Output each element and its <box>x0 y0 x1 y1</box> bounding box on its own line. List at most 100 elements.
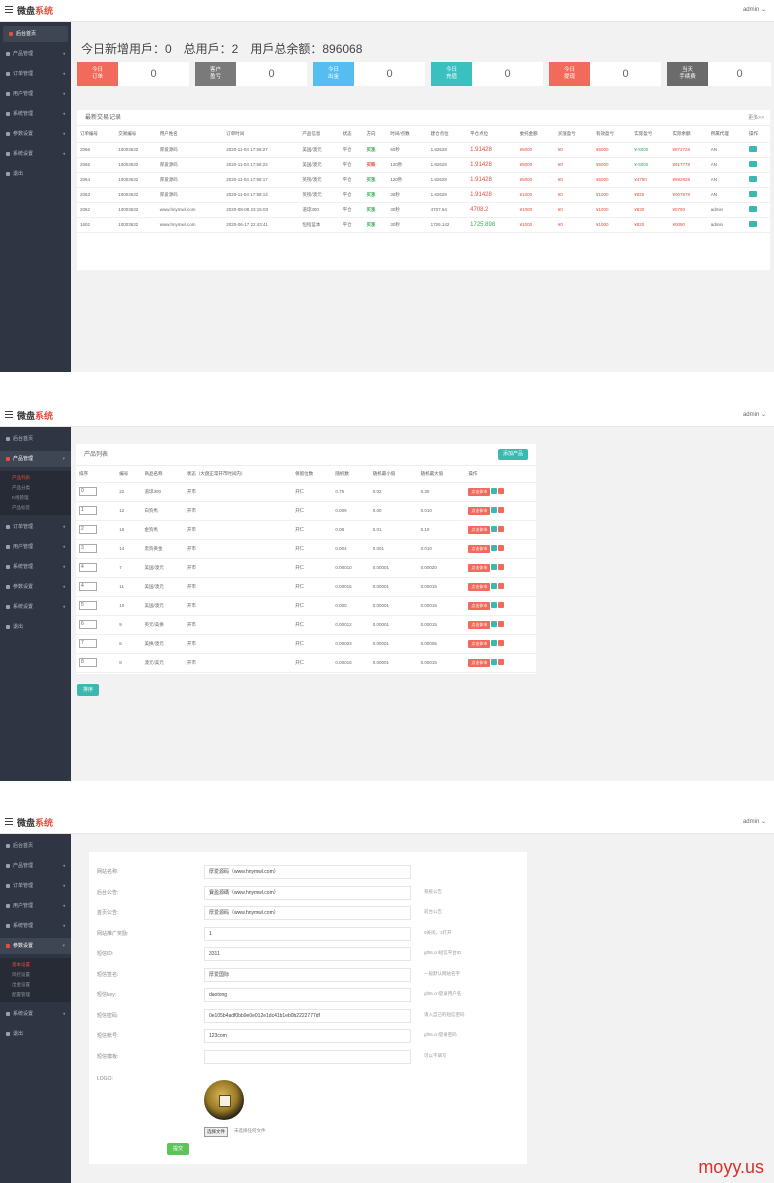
sidebar-item-system[interactable]: 系统管理 ◂ <box>0 559 71 575</box>
delete-icon[interactable] <box>498 545 505 552</box>
more-link[interactable]: 更多>> <box>748 115 764 121</box>
edit-icon[interactable] <box>491 583 498 590</box>
delete-icon[interactable] <box>498 659 505 666</box>
sort-order-input[interactable]: 4 <box>79 563 97 572</box>
sidebar-item-home[interactable]: 后台首页 <box>3 26 68 42</box>
delete-icon[interactable] <box>498 526 505 533</box>
sidebar-item-system[interactable]: 系统管理 ◂ <box>0 106 71 122</box>
field-input[interactable]: 厚爱国际 <box>204 967 411 982</box>
sidebar-item-logout[interactable]: 退出 <box>0 166 71 182</box>
sort-order-input[interactable]: 8 <box>79 658 97 667</box>
submenu-product-list[interactable]: 产品列表 <box>12 475 30 480</box>
sidebar-item-logout[interactable]: 退出 <box>0 619 71 635</box>
close-market-button[interactable]: 点击休市 <box>468 506 491 515</box>
edit-icon[interactable] <box>491 621 498 628</box>
edit-icon[interactable] <box>491 659 498 666</box>
menu-icon[interactable] <box>5 411 13 418</box>
sidebar-item-params[interactable]: 参数设置 ◂ <box>0 579 71 595</box>
close-market-button[interactable]: 点击休市 <box>468 582 491 591</box>
sidebar-item-products[interactable]: 产品管理 ▾ <box>0 451 71 467</box>
submenu-product-tag[interactable]: 产品标签 <box>12 505 30 510</box>
edit-icon[interactable] <box>748 176 757 182</box>
admin-menu[interactable]: admin ⌄ <box>742 7 766 13</box>
submenu-product-category[interactable]: 产品分类 <box>12 485 30 490</box>
delete-icon[interactable] <box>498 583 505 590</box>
delete-icon[interactable] <box>498 640 505 647</box>
submenu-kline[interactable]: K线管理 <box>12 495 29 500</box>
close-market-button[interactable]: 点击休市 <box>468 487 491 496</box>
submenu-risk[interactable]: 风控设置 <box>12 972 30 977</box>
delete-icon[interactable] <box>498 507 505 514</box>
delete-icon[interactable] <box>498 602 505 609</box>
sidebar-item-products[interactable]: 产品管理 ◂ <box>0 858 71 874</box>
sidebar-item-orders[interactable]: 订单管理 ◂ <box>0 878 71 894</box>
edit-icon[interactable] <box>748 206 757 212</box>
sort-button[interactable]: 排序 <box>77 684 99 696</box>
edit-icon[interactable] <box>748 161 757 167</box>
close-market-button[interactable]: 点击休市 <box>468 544 491 553</box>
delete-icon[interactable] <box>498 488 505 495</box>
field-input[interactable] <box>204 1049 411 1064</box>
edit-icon[interactable] <box>491 640 498 647</box>
add-product-button[interactable]: 添加产品 <box>498 449 528 460</box>
edit-icon[interactable] <box>748 221 757 227</box>
sidebar-item-settings[interactable]: 系统设置 ◂ <box>0 599 71 615</box>
sidebar-item-orders[interactable]: 订单管理 ◂ <box>0 519 71 535</box>
sidebar-item-settings[interactable]: 系统设置 ◂ <box>0 1006 71 1022</box>
sort-order-input[interactable]: 6 <box>79 620 97 629</box>
field-input[interactable]: 1 <box>204 926 411 941</box>
sidebar-item-settings[interactable]: 系统设置 ◂ <box>0 146 71 162</box>
sidebar-item-users[interactable]: 用户管理 ◂ <box>0 539 71 555</box>
field-input[interactable]: 3311 <box>204 947 411 961</box>
field-input[interactable]: 0e105b4adf0bb9e0e012e1dc41b1eb0b2222777d… <box>204 1008 411 1023</box>
sidebar-item-orders[interactable]: 订单管理 ◂ <box>0 66 71 82</box>
close-market-button[interactable]: 点击休市 <box>468 601 491 610</box>
delete-icon[interactable] <box>498 564 505 571</box>
choose-file-button[interactable]: 选择文件 <box>204 1127 228 1137</box>
sort-order-input[interactable]: 7 <box>79 639 97 648</box>
submenu-config[interactable]: 配置管理 <box>12 992 30 997</box>
submenu-withdraw[interactable]: 出金设置 <box>12 982 30 987</box>
close-market-button[interactable]: 点击休市 <box>468 620 491 629</box>
sidebar-item-params[interactable]: 参数设置 ▾ <box>0 938 71 954</box>
submit-button[interactable]: 提交 <box>167 1143 189 1155</box>
field-input[interactable]: 123com <box>204 1029 411 1043</box>
sidebar-item-system[interactable]: 系统管理 ◂ <box>0 918 71 934</box>
sort-order-input[interactable]: 2 <box>79 525 97 534</box>
edit-icon[interactable] <box>491 507 498 514</box>
edit-icon[interactable] <box>491 545 498 552</box>
menu-icon[interactable] <box>5 6 13 13</box>
submenu-basic[interactable]: 基本设置 <box>12 962 30 967</box>
sidebar-item-home[interactable]: 后台首页 <box>0 431 71 447</box>
edit-icon[interactable] <box>748 191 757 197</box>
close-market-button[interactable]: 点击休市 <box>468 639 491 648</box>
admin-menu[interactable]: admin ⌄ <box>742 819 766 825</box>
edit-icon[interactable] <box>748 146 757 152</box>
sidebar-item-products[interactable]: 产品管理 ◂ <box>0 46 71 62</box>
sidebar-item-home[interactable]: 后台首页 <box>0 838 71 854</box>
admin-menu[interactable]: admin ⌄ <box>742 412 766 418</box>
edit-icon[interactable] <box>491 564 498 571</box>
sort-order-input[interactable]: 0 <box>79 487 97 496</box>
close-market-button[interactable]: 点击休市 <box>468 525 491 534</box>
edit-icon[interactable] <box>491 602 498 609</box>
close-market-button[interactable]: 点击休市 <box>468 658 491 667</box>
sidebar-item-logout[interactable]: 退出 <box>0 1026 71 1042</box>
edit-icon[interactable] <box>491 488 498 495</box>
sort-order-input[interactable]: 1 <box>79 506 97 515</box>
sort-order-input[interactable]: 3 <box>79 544 97 553</box>
edit-icon[interactable] <box>491 526 498 533</box>
menu-icon[interactable] <box>5 818 13 825</box>
field-input[interactable]: 厚爱源码（www.hnymwl.com） <box>204 865 411 879</box>
sidebar-item-params[interactable]: 参数设置 ◂ <box>0 126 71 142</box>
field-input[interactable]: daotong <box>204 988 411 1002</box>
sort-order-input[interactable]: 4 <box>79 582 97 591</box>
sidebar-item-users[interactable]: 用户管理 ◂ <box>0 898 71 914</box>
field-input[interactable]: 厚爱源码（www.hnymwl.com） <box>204 906 411 920</box>
product-table: 排序 编号 商品名称 状态（大盘正常开市时间内） 保留位数 随机数 随机最小值 随机最大值 操作… <box>76 466 536 673</box>
field-input[interactable]: 寶盈源碼（www.hnymwl.com） <box>204 885 411 900</box>
sort-order-input[interactable]: 5 <box>79 601 97 610</box>
delete-icon[interactable] <box>498 621 505 628</box>
sidebar-item-users[interactable]: 用户管理 ◂ <box>0 86 71 102</box>
close-market-button[interactable]: 点击休市 <box>468 563 491 572</box>
